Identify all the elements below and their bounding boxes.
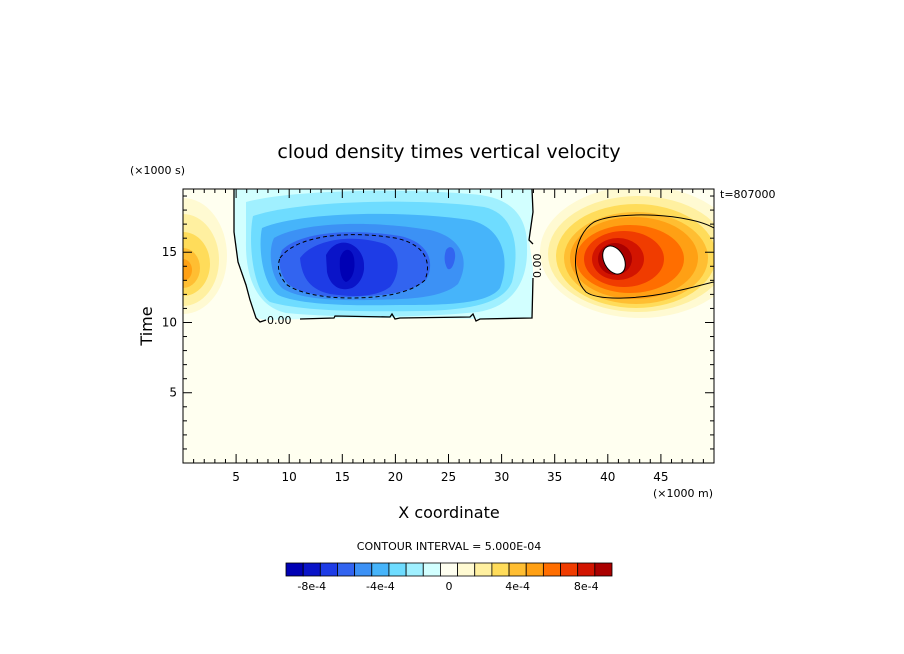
y-tick-label: 15 (162, 245, 177, 259)
zero-contour-label-right: 0.00 (531, 254, 544, 279)
colorbar-swatch (405, 562, 424, 577)
colorbar-swatch (457, 562, 476, 577)
x-tick-label: 10 (282, 470, 297, 484)
pos-solid-contour (575, 214, 714, 299)
colorbar-swatch (302, 562, 321, 577)
x-tick-label: 30 (494, 470, 509, 484)
x-tick-label: 40 (600, 470, 615, 484)
colorbar-swatch (594, 562, 613, 577)
zero-contour-label-bottom: 0.00 (267, 314, 292, 327)
colorbar-tick-label: -8e-4 (297, 580, 326, 593)
colorbar-swatch (474, 562, 493, 577)
x-tick-label: 15 (335, 470, 350, 484)
colorbar-swatch (525, 562, 544, 577)
x-tick-label: 45 (653, 470, 668, 484)
y-tick-label: 5 (169, 386, 177, 400)
colorbar-tick-label: -4e-4 (366, 580, 395, 593)
neg-region-streak (363, 243, 382, 282)
colorbar: -8e-4 -4e-4 0 4e-4 8e-4 (285, 562, 613, 593)
colorbar-swatch (388, 562, 407, 577)
colorbar-tick-label: 0 (446, 580, 453, 593)
colorbar-swatch (491, 562, 510, 577)
x-tick-label: 35 (547, 470, 562, 484)
y-unit-label: (×1000 s) (130, 164, 185, 177)
colorbar-swatch (577, 562, 596, 577)
colorbar-swatch (371, 562, 390, 577)
x-tick-label: 20 (388, 470, 403, 484)
x-tick-label: 5 (232, 470, 240, 484)
plot-area: 0.00 0.00 5 10 15 20 25 30 35 40 45 5 10 15 (162, 188, 715, 484)
time-stamp: t=807000 (720, 188, 776, 201)
axis-ticks: 5 10 15 20 25 30 35 40 45 5 10 15 (162, 189, 714, 484)
zero-contour-main (233, 189, 534, 323)
colorbar-swatch (337, 562, 356, 577)
x-axis-label: X coordinate (398, 503, 499, 522)
chart-title: cloud density times vertical velocity (277, 141, 620, 163)
colorbar-swatch (508, 562, 527, 577)
colorbar-swatch (542, 562, 561, 577)
colorbar-swatch (285, 562, 304, 577)
colorbar-tick-label: 4e-4 (505, 580, 530, 593)
field-contours (183, 189, 714, 323)
colorbar-swatch (354, 562, 373, 577)
y-axis-label: Time (137, 306, 156, 346)
colorbar-swatch (560, 562, 579, 577)
neg-region-dot (444, 247, 456, 270)
contour-interval-note: CONTOUR INTERVAL = 5.000E-04 (357, 540, 541, 553)
pos-region-peak (602, 245, 626, 275)
x-tick-label: 25 (441, 470, 456, 484)
colorbar-swatch (422, 562, 441, 577)
pos-edge-l5 (183, 259, 192, 281)
neg-dashed-contour (277, 234, 428, 299)
colorbar-swatch (319, 562, 338, 577)
y-tick-label: 10 (162, 315, 177, 329)
x-unit-label: (×1000 m) (653, 487, 713, 500)
colorbar-swatch (440, 562, 458, 577)
colorbar-tick-label: 8e-4 (574, 580, 599, 593)
neg-region-l9 (339, 249, 355, 282)
